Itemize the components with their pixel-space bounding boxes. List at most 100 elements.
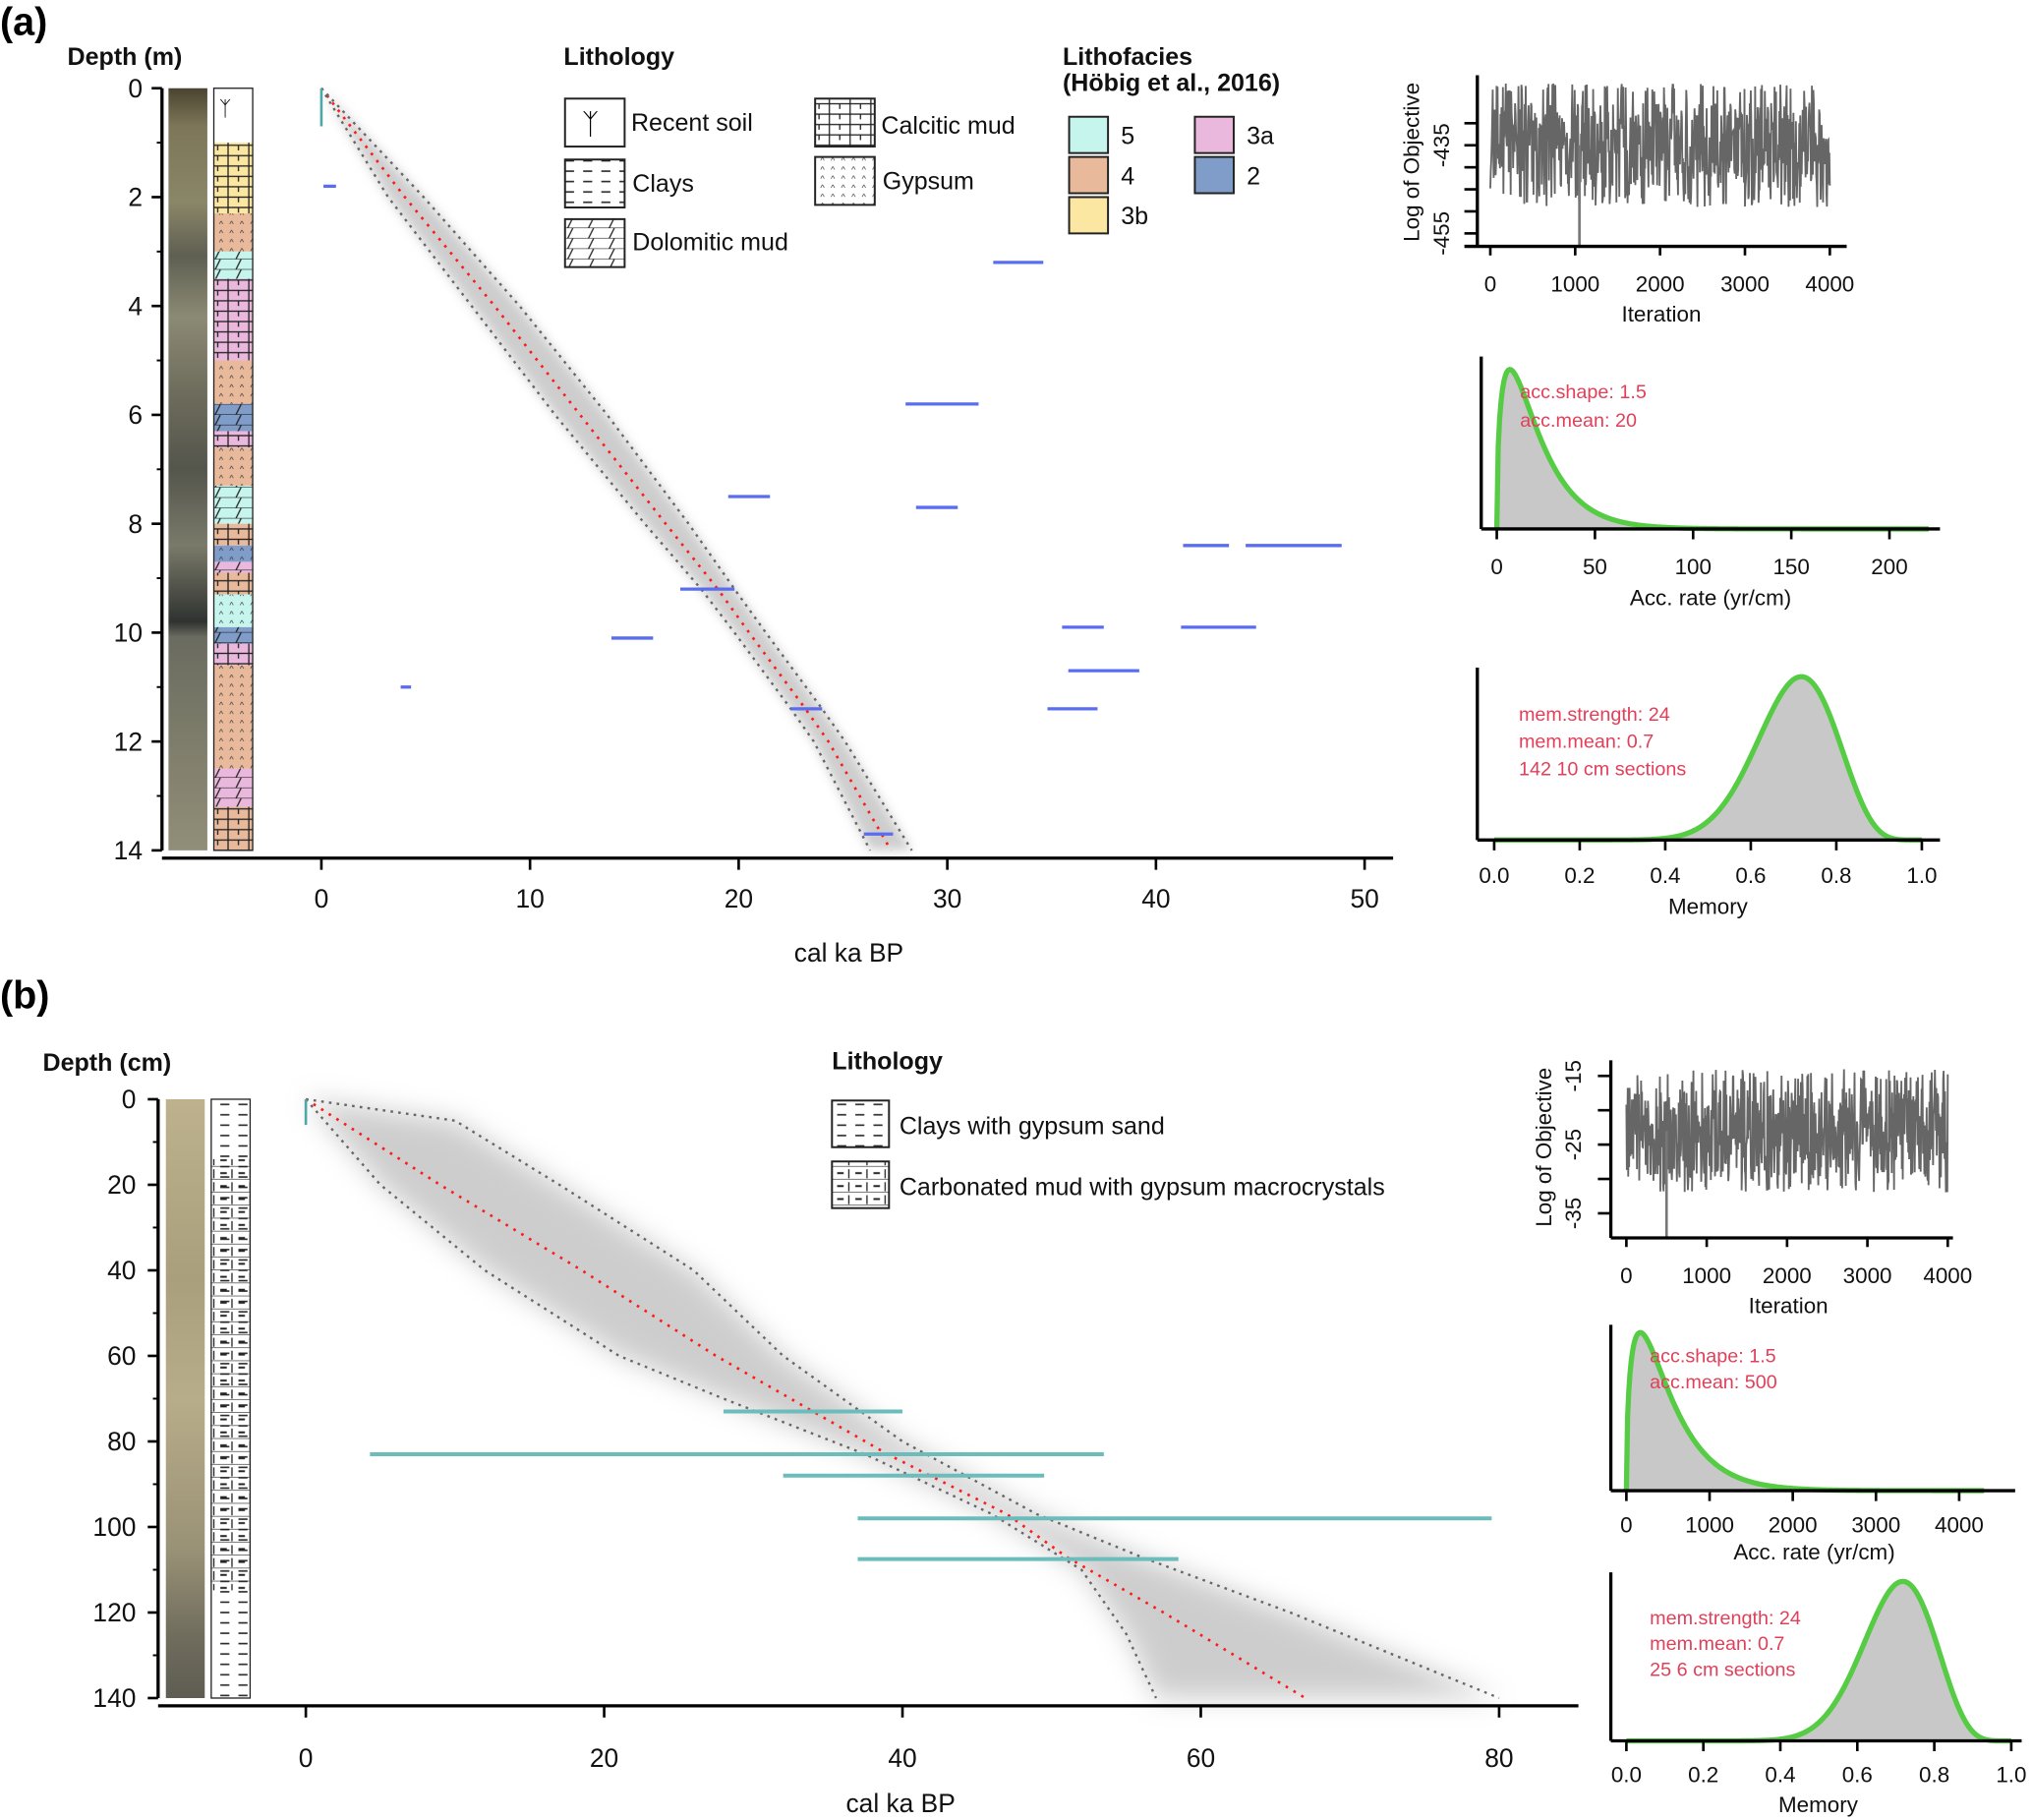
trace-line bbox=[1625, 1069, 1949, 1193]
prior-annotation: 25 6 cm sections bbox=[1650, 1660, 1795, 1681]
density-x-tick-label: 100 bbox=[1675, 555, 1712, 579]
density-x-axis-title: Acc. rate (yr/cm) bbox=[1630, 586, 1791, 611]
y-tick-label: 14 bbox=[114, 836, 143, 865]
legend-swatch bbox=[563, 97, 626, 148]
y-tick-label: 80 bbox=[107, 1427, 136, 1456]
y-tick-label: 0 bbox=[128, 74, 143, 103]
lithology-column-frame bbox=[212, 88, 254, 851]
accumulation-rate-prior-plot bbox=[1608, 1324, 2015, 1501]
density-x-tick-label: 0.8 bbox=[1821, 863, 1851, 888]
density-x-tick-label: 0.6 bbox=[1735, 863, 1766, 888]
density-x-tick-label: 0.0 bbox=[1479, 863, 1509, 888]
trace-x-tick-label: 4000 bbox=[1805, 272, 1854, 297]
density-x-tick-label: 2000 bbox=[1769, 1512, 1818, 1537]
lithology-column-pattern bbox=[213, 403, 254, 432]
y-tick-label: 40 bbox=[107, 1256, 136, 1285]
age-model-probability-shading bbox=[320, 88, 912, 851]
range-min-line bbox=[319, 88, 872, 851]
trace-y-tick-label: -435 bbox=[1429, 123, 1454, 167]
mcmc-trace-plot bbox=[1597, 1060, 1953, 1248]
density-x-axis-title: Memory bbox=[1668, 894, 1749, 918]
trace-x-tick-label: 4000 bbox=[1923, 1263, 1972, 1288]
x-tick-label: 80 bbox=[1484, 1743, 1513, 1773]
legend-label: Calcitic mud bbox=[881, 112, 1015, 140]
y-tick-label: 4 bbox=[128, 291, 143, 321]
x-tick-label: 50 bbox=[1350, 884, 1378, 913]
legend-label: Carbonated mud with gypsum macrocrystals bbox=[900, 1174, 1385, 1202]
legend-swatch bbox=[814, 155, 876, 206]
y-tick-label: 6 bbox=[128, 400, 143, 430]
y-tick-label: 20 bbox=[107, 1170, 136, 1200]
lithology-column-pattern bbox=[213, 447, 254, 486]
trace-y-tick-label: -35 bbox=[1561, 1198, 1586, 1229]
y-tick-label: 10 bbox=[114, 618, 143, 648]
density-x-tick-label: 150 bbox=[1772, 555, 1809, 579]
roots-icon: ᛉ bbox=[582, 109, 599, 141]
lithology-column-pattern bbox=[213, 665, 254, 769]
prior-annotation: acc.mean: 20 bbox=[1520, 410, 1637, 432]
legend-swatch bbox=[563, 158, 626, 209]
lithology-column-pattern bbox=[213, 278, 254, 361]
legend-swatch-pattern bbox=[832, 1100, 890, 1147]
legend-label: Recent soil bbox=[631, 109, 753, 137]
x-tick-label: 0 bbox=[315, 884, 329, 913]
lithofacies-swatch bbox=[1193, 115, 1235, 154]
legend-title: Lithology bbox=[563, 43, 674, 71]
lithofacies-swatch bbox=[1193, 155, 1235, 195]
x-tick-label: 20 bbox=[590, 1743, 618, 1773]
prior-annotation: acc.shape: 1.5 bbox=[1520, 382, 1647, 403]
legend-swatch-pattern bbox=[832, 1161, 890, 1208]
y-tick-label: 0 bbox=[122, 1085, 137, 1114]
prior-annotation: mem.strength: 24 bbox=[1519, 704, 1670, 726]
mcmc-trace-plot bbox=[1464, 75, 1847, 256]
lithology-column-pattern bbox=[213, 643, 254, 666]
panel-a-label: (a) bbox=[0, 1, 47, 44]
lithofacies-legend bbox=[1068, 115, 1235, 235]
density-x-tick-label: 0.2 bbox=[1688, 1763, 1718, 1788]
range-max-line bbox=[305, 1097, 1500, 1700]
legend-label: 5 bbox=[1121, 122, 1134, 149]
x-axis-title: cal ka BP bbox=[794, 938, 903, 968]
trace-x-axis-title: Iteration bbox=[1621, 302, 1701, 326]
lithology-column-pattern bbox=[213, 572, 254, 595]
prior-annotation: acc.shape: 1.5 bbox=[1650, 1346, 1776, 1368]
lithology-column-pattern bbox=[213, 485, 254, 524]
density-x-axis-title: Acc. rate (yr/cm) bbox=[1733, 1540, 1894, 1564]
x-tick-label: 10 bbox=[515, 884, 544, 913]
trace-y-axis-title: Log of Objective bbox=[1399, 83, 1423, 242]
density-x-tick-label: 0.8 bbox=[1919, 1763, 1949, 1788]
x-tick-label: 0 bbox=[299, 1743, 314, 1773]
trace-x-tick-label: 2000 bbox=[1636, 272, 1685, 297]
prior-annotation: acc.mean: 500 bbox=[1650, 1372, 1777, 1393]
lithology-column-pattern bbox=[213, 431, 254, 448]
x-axis-title: cal ka BP bbox=[845, 1789, 955, 1818]
density-x-tick-label: 50 bbox=[1583, 555, 1607, 579]
density-x-tick-label: 3000 bbox=[1851, 1512, 1900, 1537]
range-max-line bbox=[320, 87, 913, 851]
lithology-column-pattern bbox=[213, 806, 254, 851]
density-x-tick-label: 1.0 bbox=[1996, 1763, 2026, 1788]
trace-y-tick-label: -25 bbox=[1561, 1129, 1586, 1160]
y-tick-label: 8 bbox=[128, 509, 143, 539]
lithology-column-pattern bbox=[213, 213, 254, 252]
age-depth-panel-a: ᛉ bbox=[151, 87, 1394, 870]
legend-label: 3b bbox=[1121, 203, 1148, 230]
legend-title: Lithology bbox=[832, 1048, 943, 1076]
density-x-tick-label: 4000 bbox=[1935, 1512, 1984, 1537]
lithology-column-pattern bbox=[213, 626, 254, 644]
age-depth-panel-b bbox=[147, 1097, 1579, 1718]
trace-line bbox=[1489, 83, 1831, 207]
x-tick-label: 40 bbox=[1141, 884, 1170, 913]
lithofacies-swatch bbox=[1068, 196, 1110, 235]
lithofacies-swatch bbox=[1068, 115, 1110, 154]
prior-annotation: 142 10 cm sections bbox=[1519, 758, 1686, 780]
trace-x-tick-label: 3000 bbox=[1720, 272, 1770, 297]
lithology-column-clays bbox=[210, 1098, 251, 1698]
y-tick-label: 120 bbox=[92, 1598, 136, 1627]
density-x-tick-label: 0.0 bbox=[1611, 1763, 1642, 1788]
lithology-legend-a: ᛉ bbox=[563, 97, 876, 268]
memory-prior-plot bbox=[1608, 1572, 2022, 1752]
trace-x-tick-label: 3000 bbox=[1843, 1263, 1892, 1288]
age-model-probability-shading bbox=[306, 1098, 1499, 1698]
lithology-column-pattern bbox=[213, 523, 254, 546]
